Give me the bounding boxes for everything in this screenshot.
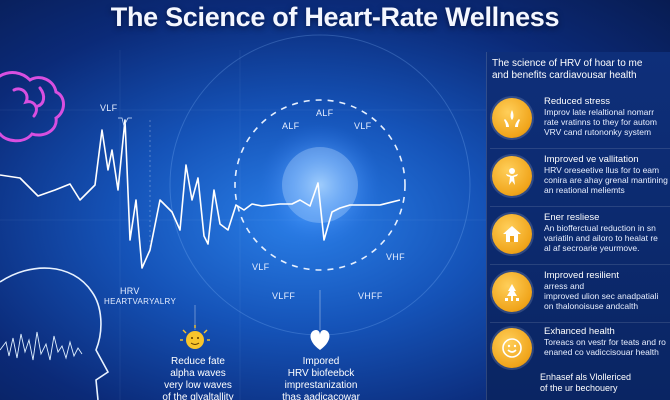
divider (490, 322, 670, 323)
panel-heading-line2: and benefits cardiavousar health (492, 70, 637, 81)
label-alf-left: ALF (282, 121, 300, 131)
benefit-item: Improved resilient arress and improved u… (490, 266, 670, 322)
brain-icon (0, 71, 65, 143)
benefit-title: Ener resliese (544, 212, 600, 223)
label-vlf-right: VLF (354, 121, 372, 131)
divider (490, 148, 670, 149)
benefit-title: Improved ve vallitation (544, 154, 639, 165)
sun-icon (180, 325, 210, 349)
label-alf-top: ALF (316, 108, 334, 118)
panel-heading: The science of HRV of hoar to me and ben… (492, 58, 670, 82)
smile-icon (492, 328, 532, 368)
glow-orb (258, 123, 382, 247)
panel-heading-line1: The science of HRV of hoar to me (492, 58, 643, 69)
divider (490, 264, 670, 265)
label-vhff: VHFF (358, 291, 383, 301)
ecg-line (0, 119, 401, 269)
benefit-description: arress and improved ulion sec anadpatial… (544, 281, 659, 311)
hands-icon (492, 98, 532, 138)
benefit-description: Toreacs on vestr for teats and ro enaned… (544, 337, 666, 357)
label-vlff: VLFF (272, 291, 296, 301)
benefit-description: Improv late relaltional nomarr rate vrat… (544, 107, 657, 137)
benefit-item: Reduced stress Improv late relaltional n… (490, 92, 670, 148)
benefit-description: HRV oreseetive llus for to eam conira ar… (544, 165, 668, 195)
home-icon (492, 214, 532, 254)
benefit-item: Exhanced health Toreacs on vestr for tea… (490, 322, 670, 378)
label-vlf-top: VLF (100, 103, 118, 113)
label-heart-variability: HEARTVARYALRY (104, 297, 177, 306)
inner-orb (282, 147, 358, 223)
head-outline-icon (0, 267, 110, 400)
person-icon (492, 156, 532, 196)
divider (490, 206, 670, 207)
caption-left: Reduce fate alpha waves very low waves o… (162, 356, 234, 400)
page-title: The Science of Heart-Rate Wellness (110, 2, 560, 32)
benefit-item: Improved ve vallitation HRV oreseetive l… (490, 150, 670, 206)
dashed-ring (234, 99, 406, 271)
tree-icon (492, 272, 532, 312)
label-hrv: HRV (120, 286, 140, 296)
benefit-title: Exhanced health (544, 326, 615, 337)
caption-center: Impored HRV biofeebck imprestanization t… (282, 356, 360, 400)
benefit-title: Reduced stress (544, 96, 611, 107)
grid-lines (0, 50, 486, 400)
panel-footer: Enhasef als Vlollericed of the ur bechou… (540, 372, 632, 393)
benefit-title: Improved resilient (544, 270, 619, 281)
label-vhf: VHF (386, 252, 405, 262)
heart-rhythm-illustration (0, 34, 486, 400)
benefit-description: An biofferctual reduction in sn variatil… (544, 223, 658, 253)
benefit-item: Ener resliese An biofferctual reduction … (490, 208, 670, 264)
heart-icon (310, 330, 330, 350)
label-vlf-left: VLF (252, 262, 270, 272)
eeg-wave (0, 331, 83, 361)
